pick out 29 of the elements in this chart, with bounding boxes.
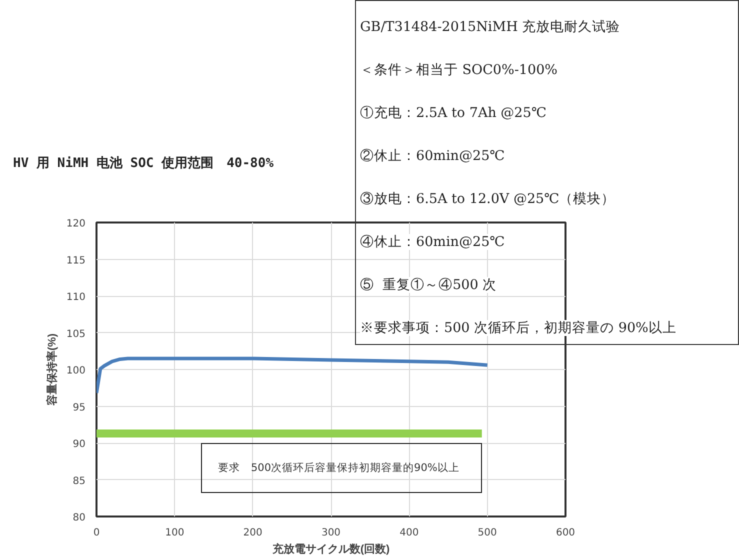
line-series	[96, 356, 490, 395]
text: ＜条件＞相当于 SOC0%-100%	[360, 62, 558, 78]
x-tick-label: 200	[243, 528, 262, 538]
x-tick-label: 100	[165, 528, 184, 538]
x-tick-label: 300	[321, 528, 341, 538]
y-tick-label: 110	[66, 292, 86, 303]
x-tick-label: 400	[400, 528, 419, 538]
text: GB/T31484-2015NiMH 充放电耐久试验	[360, 19, 620, 35]
text: ③放电：6.5A to 12.0V @25℃（模块）	[360, 191, 616, 207]
y-tick-label: 120	[66, 218, 86, 230]
annotation: 要求 500次循环后容量保持初期容量的90%以上	[201, 443, 482, 493]
x-tick-label: 500	[478, 528, 497, 538]
y-tick-label: 95	[72, 402, 86, 414]
y-tick-label: 80	[72, 512, 86, 524]
x-axis-title: 充放電サイクル数(回数)	[271, 542, 390, 556]
x-tick-label: 600	[556, 528, 576, 538]
text: ①充电：2.5A to 7Ah @25℃	[360, 105, 546, 121]
y-tick-label: 105	[66, 328, 86, 340]
text: ②休止：60min@25℃	[360, 148, 505, 164]
y-tick-label: 115	[66, 255, 86, 266]
annotation: ※要求事项：500 次循环后，初期容量の 90%以上	[360, 320, 676, 336]
y-tick-label: 85	[72, 476, 86, 487]
chart-title: HV 用 NiMH 电池 SOC 使用范围 40-80%	[13, 155, 274, 173]
annotation: ⑤ 重复①～④500 次	[360, 277, 497, 293]
y-tick-label: 90	[72, 439, 86, 450]
annotation: ④休止：60min@25℃	[360, 234, 505, 250]
y-tick-label: 100	[66, 366, 86, 376]
y-axis-title: 容量保持率(%)	[45, 333, 58, 407]
x-tick-label: 0	[93, 528, 100, 538]
